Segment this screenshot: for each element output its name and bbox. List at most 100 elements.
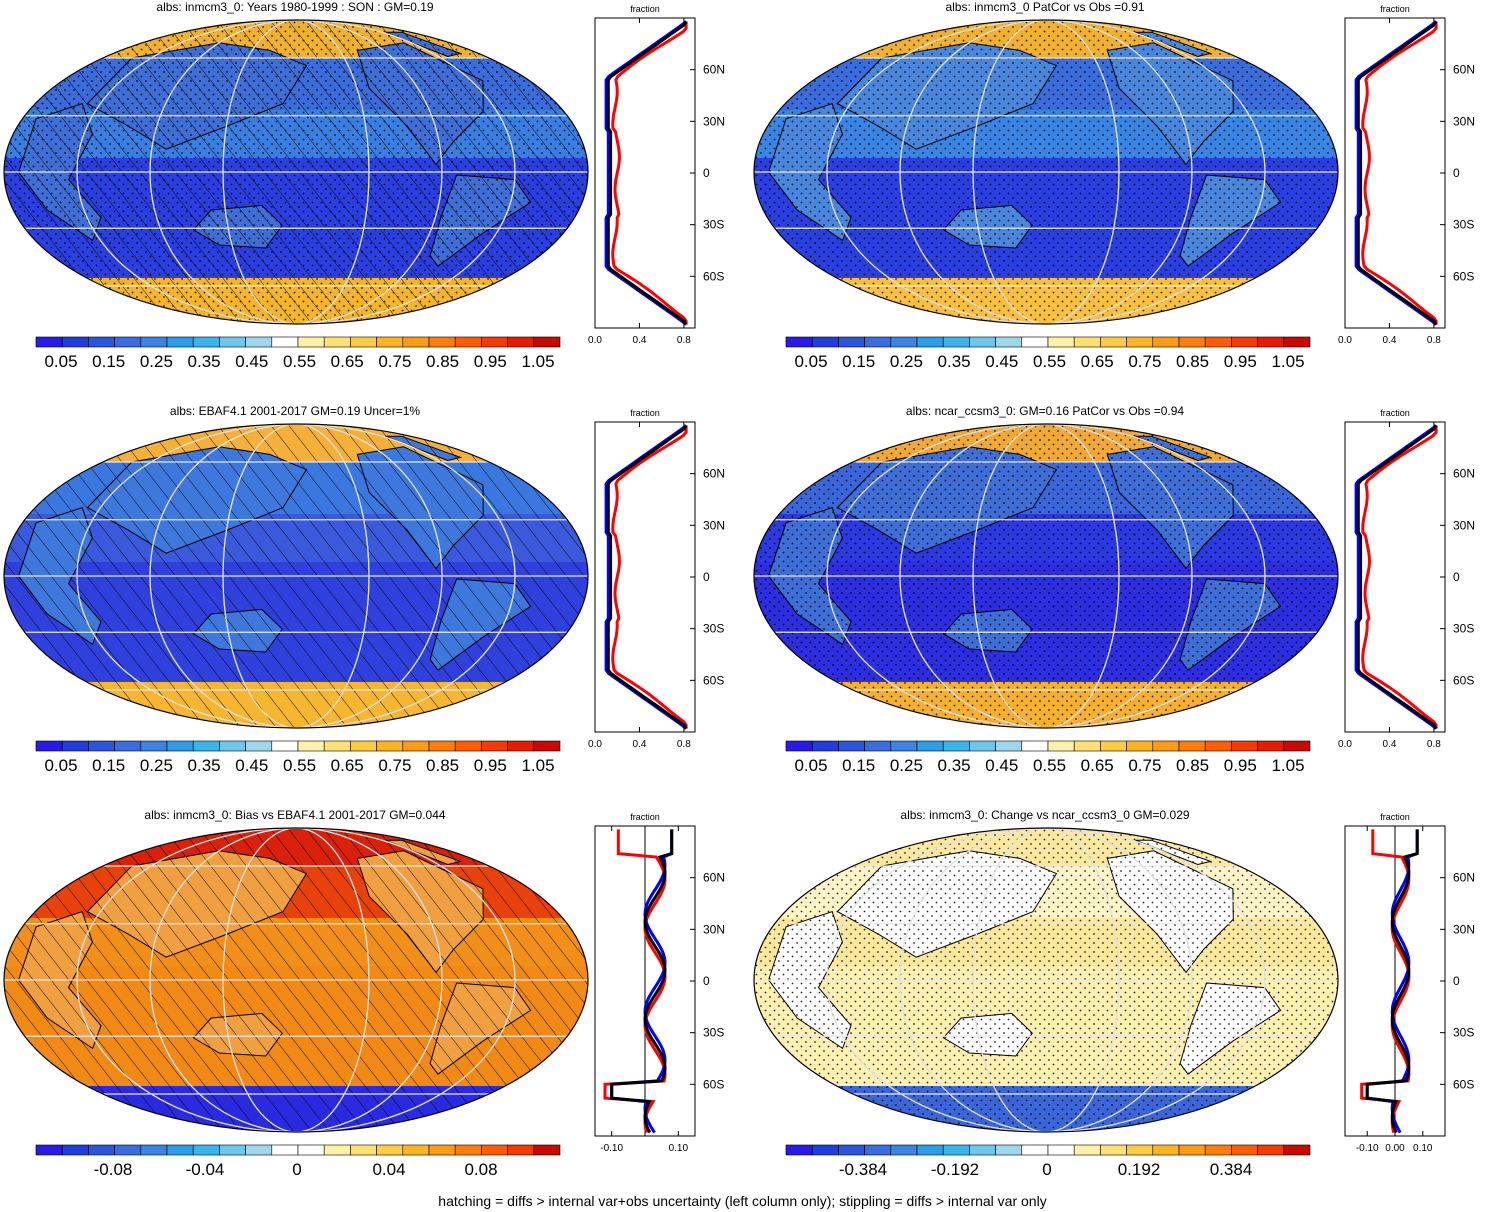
colorbar-swatch bbox=[507, 1144, 535, 1156]
colorbar-labels: 0.05 0.15 0.25 0.35 0.45 0.55 0.65 0.75 0.85 0.95… bbox=[785, 756, 1309, 778]
meridian-line bbox=[76, 20, 516, 324]
panel-title: albs: inmcm3_0: Years 1980-1999 : SON : … bbox=[156, 0, 434, 14]
colorbar-swatch bbox=[1178, 740, 1206, 752]
colorbar-swatch bbox=[376, 740, 404, 752]
meridian-line bbox=[972, 20, 1120, 324]
panel-title: albs: inmcm3_0: Change vs ncar_ccsm3_0 G… bbox=[900, 808, 1190, 822]
meridian-line bbox=[149, 20, 443, 324]
robinson-map bbox=[753, 827, 1339, 1133]
colorbar-swatch bbox=[942, 1144, 970, 1156]
latitude-label: 60N bbox=[1453, 63, 1475, 77]
colorbar-tick-label: 0.15 bbox=[92, 352, 126, 371]
obs-profile-line bbox=[1360, 829, 1411, 1133]
latitude-label: 30S bbox=[1453, 218, 1474, 232]
colorbar-swatch bbox=[995, 1144, 1023, 1156]
colorbar-tick-label: 0.65 bbox=[1080, 352, 1114, 371]
latitude-label: 0 bbox=[703, 974, 710, 988]
panel-change: albs: inmcm3_0: Change vs ncar_ccsm3_0 G… bbox=[750, 808, 1485, 1208]
colorbar-swatch bbox=[350, 740, 377, 752]
colorbar-swatch bbox=[454, 336, 482, 348]
latitude-label: 30N bbox=[1453, 114, 1475, 128]
meridian-line bbox=[972, 828, 1120, 1132]
colorbar-tick-label: 0.05 bbox=[794, 352, 828, 371]
colorbar-swatch bbox=[402, 740, 430, 752]
colorbar-swatch bbox=[192, 740, 220, 752]
x-tick-label: 0.0 bbox=[1338, 739, 1352, 750]
x-tick-label: 0.8 bbox=[1427, 739, 1441, 750]
colorbar-swatch bbox=[533, 740, 561, 752]
meridian-line bbox=[826, 828, 1266, 1132]
mean-profile-line bbox=[606, 20, 688, 326]
mean-profile-line bbox=[1365, 829, 1419, 1134]
colorbar-swatch bbox=[916, 336, 944, 348]
x-tick-label: 0.0 bbox=[588, 739, 602, 750]
colorbar-swatch bbox=[481, 740, 508, 752]
colorbar-swatch bbox=[1126, 1144, 1154, 1156]
colorbar-swatch bbox=[811, 740, 839, 752]
latitude-label: 60N bbox=[703, 871, 725, 885]
colorbar-swatch bbox=[1231, 336, 1258, 348]
colorbar bbox=[35, 1144, 561, 1156]
colorbar-tick-label: -0.08 bbox=[93, 1160, 133, 1179]
latitude-label: 60N bbox=[703, 467, 725, 481]
colorbar-tick-label: 0.55 bbox=[282, 352, 317, 371]
x-tick-label: -0.10 bbox=[1356, 1143, 1379, 1154]
latitude-label: 30N bbox=[703, 114, 725, 128]
colorbar-swatch bbox=[271, 1144, 299, 1156]
colorbar-tick-label: 1.05 bbox=[521, 756, 555, 775]
latitude-label: 60S bbox=[1453, 673, 1474, 687]
colorbar-swatch bbox=[1047, 336, 1075, 348]
latitude-label: 60S bbox=[703, 269, 724, 283]
colorbar-swatch bbox=[481, 1144, 508, 1156]
obs-profile-line bbox=[1361, 21, 1438, 325]
colorbar-tick-label: 0.25 bbox=[139, 756, 173, 775]
colorbar-swatch bbox=[942, 740, 970, 752]
colorbar-swatch bbox=[1021, 1144, 1049, 1156]
colorbar-tick-label: 1.05 bbox=[521, 352, 555, 371]
colorbar-swatch bbox=[890, 740, 918, 752]
colorbar-swatch bbox=[35, 1144, 63, 1156]
colorbar-swatch bbox=[507, 740, 535, 752]
colorbar-swatch bbox=[88, 1144, 115, 1156]
colorbar-swatch bbox=[1231, 740, 1258, 752]
obs-profile-line bbox=[603, 829, 667, 1134]
latitude-label: 30S bbox=[1453, 622, 1474, 636]
colorbar-swatch bbox=[533, 336, 561, 348]
panel-title: albs: ncar_ccsm3_0: GM=0.16 PatCor vs Ob… bbox=[905, 404, 1185, 418]
colorbar-swatch bbox=[61, 336, 89, 348]
panel-bias: albs: inmcm3_0: Bias vs EBAF4.1 2001-201… bbox=[0, 808, 742, 1208]
colorbar-swatch bbox=[916, 1144, 944, 1156]
colorbar bbox=[35, 336, 561, 348]
meridian-line bbox=[899, 424, 1193, 728]
obs-profile-line bbox=[611, 21, 688, 325]
colorbar-swatch bbox=[219, 1144, 246, 1156]
colorbar-swatch bbox=[507, 336, 535, 348]
colorbar-swatch bbox=[1126, 336, 1154, 348]
colorbar-swatch bbox=[1100, 1144, 1127, 1156]
colorbar-swatch bbox=[1152, 336, 1180, 348]
x-tick-label: 0.10 bbox=[1413, 1143, 1433, 1154]
colorbar-tick-label: 0.25 bbox=[889, 756, 923, 775]
colorbar-tick-label: 0.65 bbox=[1080, 756, 1114, 775]
colorbar-labels: -0.384 -0.192 0 0.192 0.384 bbox=[785, 1160, 1309, 1182]
x-tick-label: 0.8 bbox=[677, 335, 691, 346]
colorbar-swatch bbox=[376, 1144, 404, 1156]
panel-albedo-model: albs: inmcm3_0: Years 1980-1999 : SON : … bbox=[0, 0, 742, 400]
colorbar-tick-label: 0.35 bbox=[187, 352, 221, 371]
x-tick-label: 0.10 bbox=[669, 1143, 689, 1154]
colorbar-swatch bbox=[323, 1144, 351, 1156]
colorbar-swatch bbox=[297, 1144, 325, 1156]
latitude-label: 60N bbox=[703, 63, 725, 77]
colorbar-tick-label: 0.75 bbox=[1128, 756, 1162, 775]
colorbar-swatch bbox=[1152, 1144, 1180, 1156]
panel-title: albs: EBAF4.1 2001-2017 GM=0.19 Uncer=1% bbox=[169, 404, 421, 418]
colorbar-swatch bbox=[323, 336, 351, 348]
colorbar-swatch bbox=[1231, 1144, 1258, 1156]
latitude-label: 60N bbox=[1453, 467, 1475, 481]
latitude-label: 60S bbox=[703, 673, 724, 687]
colorbar-tick-label: 1.05 bbox=[1271, 756, 1305, 775]
colorbar-swatch bbox=[995, 740, 1023, 752]
colorbar-swatch bbox=[838, 336, 865, 348]
meridian-line bbox=[149, 828, 443, 1132]
zonal-axis-title: fraction bbox=[1380, 4, 1410, 14]
